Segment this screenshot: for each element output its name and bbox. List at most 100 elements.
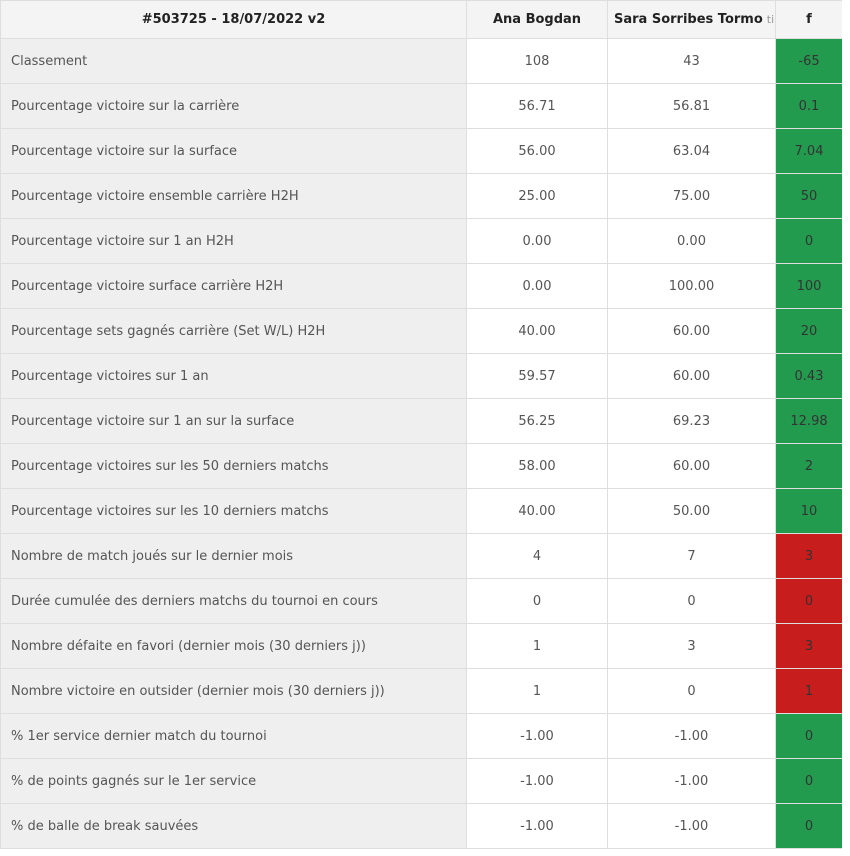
player2-name: Sara Sorribes Tormo [614, 12, 763, 27]
table-row: Pourcentage victoire sur la surface 56.00… [0, 128, 843, 174]
player1-value: 25.00 [466, 173, 608, 219]
player1-value: 40.00 [466, 308, 608, 354]
player2-value: 60.00 [607, 353, 776, 399]
row-label: Pourcentage victoire sur la surface [0, 128, 467, 174]
player2-value: 50.00 [607, 488, 776, 534]
player1-value: 0.00 [466, 263, 608, 309]
diff-value: 1 [775, 668, 843, 714]
row-label: Pourcentage victoires sur 1 an [0, 353, 467, 399]
row-label: Pourcentage victoires sur les 10 dernier… [0, 488, 467, 534]
table-row: Pourcentage victoires sur les 10 dernier… [0, 488, 843, 534]
row-label: % 1er service dernier match du tournoi [0, 713, 467, 759]
row-label: Classement [0, 38, 467, 84]
table-row: Pourcentage victoires sur les 50 dernier… [0, 443, 843, 489]
diff-value: 0.43 [775, 353, 843, 399]
table-row: Pourcentage victoire ensemble carrière H… [0, 173, 843, 219]
player2-value: 0 [607, 578, 776, 624]
player1-value: 56.00 [466, 128, 608, 174]
row-label: Pourcentage victoire sur 1 an sur la sur… [0, 398, 467, 444]
table-row: Pourcentage victoire sur la carrière 56.7… [0, 83, 843, 129]
player1-value: 0.00 [466, 218, 608, 264]
player1-value: 58.00 [466, 443, 608, 489]
player2-value: 60.00 [607, 308, 776, 354]
row-label: Pourcentage victoire sur la carrière [0, 83, 467, 129]
player2-value: -1.00 [607, 758, 776, 804]
player2-value: 69.23 [607, 398, 776, 444]
player1-value: 108 [466, 38, 608, 84]
player1-value: 59.57 [466, 353, 608, 399]
player2-header: Sara Sorribes Tormo ti [607, 0, 776, 39]
table-row: Pourcentage victoire sur 1 an H2H 0.00 0.0… [0, 218, 843, 264]
row-label: Nombre victoire en outsider (dernier moi… [0, 668, 467, 714]
player2-value: 0 [607, 668, 776, 714]
player2-value: 0.00 [607, 218, 776, 264]
row-label: Nombre défaite en favori (dernier mois (… [0, 623, 467, 669]
diff-value: 7.04 [775, 128, 843, 174]
player1-value: -1.00 [466, 713, 608, 759]
table-row: Nombre victoire en outsider (dernier moi… [0, 668, 843, 714]
row-label: Pourcentage victoire sur 1 an H2H [0, 218, 467, 264]
table-row: Nombre de match joués sur le dernier moi… [0, 533, 843, 579]
player2-value: -1.00 [607, 803, 776, 849]
diff-value: 20 [775, 308, 843, 354]
player2-value: 75.00 [607, 173, 776, 219]
player1-value: 0 [466, 578, 608, 624]
player2-value: 43 [607, 38, 776, 84]
row-label: Durée cumulée des derniers matchs du tou… [0, 578, 467, 624]
player1-value: 56.71 [466, 83, 608, 129]
table-row: Pourcentage victoire sur 1 an sur la sur… [0, 398, 843, 444]
player2-value: 7 [607, 533, 776, 579]
player1-value: 1 [466, 623, 608, 669]
player1-value: 1 [466, 668, 608, 714]
diff-value: 0 [775, 218, 843, 264]
scrollbar-gutter [842, 0, 850, 856]
row-label: % de balle de break sauvées [0, 803, 467, 849]
player1-value: -1.00 [466, 758, 608, 804]
player2-value: 60.00 [607, 443, 776, 489]
diff-value: 2 [775, 443, 843, 489]
diff-value: 0 [775, 758, 843, 804]
diff-value: 50 [775, 173, 843, 219]
player2-value: -1.00 [607, 713, 776, 759]
player2-value: 63.04 [607, 128, 776, 174]
table-row: Pourcentage victoire surface carrière H2… [0, 263, 843, 309]
table-row: Durée cumulée des derniers matchs du tou… [0, 578, 843, 624]
diff-value: 3 [775, 623, 843, 669]
player2-value: 3 [607, 623, 776, 669]
header-row: #503725 - 18/07/2022 v2 Ana Bogdan Sara … [0, 0, 843, 39]
diff-value: 0 [775, 713, 843, 759]
player2-suffix: ti [766, 13, 775, 26]
player1-value: 4 [466, 533, 608, 579]
player2-value: 56.81 [607, 83, 776, 129]
row-label: Pourcentage victoire ensemble carrière H… [0, 173, 467, 219]
row-label: Pourcentage victoires sur les 50 dernier… [0, 443, 467, 489]
diff-value: 0 [775, 578, 843, 624]
table-row: Classement 108 43 -65 [0, 38, 843, 84]
player1-value: -1.00 [466, 803, 608, 849]
table-row: Pourcentage sets gagnés carrière (Set W/… [0, 308, 843, 354]
row-label: Nombre de match joués sur le dernier moi… [0, 533, 467, 579]
diff-value: 0 [775, 803, 843, 849]
table-row: % de points gagnés sur le 1er service -1.… [0, 758, 843, 804]
row-label: Pourcentage victoire surface carrière H2… [0, 263, 467, 309]
table-row: % 1er service dernier match du tournoi -1… [0, 713, 843, 759]
player1-value: 56.25 [466, 398, 608, 444]
table-row: % de balle de break sauvées -1.00 -1.00 0 [0, 803, 843, 849]
diff-value: 100 [775, 263, 843, 309]
table-body: Classement 108 43 -65 Pourcentage victoire s… [0, 38, 843, 849]
table-row: Pourcentage victoires sur 1 an 59.57 60.00… [0, 353, 843, 399]
diff-value: 3 [775, 533, 843, 579]
diff-value: 0.1 [775, 83, 843, 129]
player2-value: 100.00 [607, 263, 776, 309]
row-label: % de points gagnés sur le 1er service [0, 758, 467, 804]
diff-value: 12.98 [775, 398, 843, 444]
diff-value: -65 [775, 38, 843, 84]
row-label: Pourcentage sets gagnés carrière (Set W/… [0, 308, 467, 354]
diff-header: f [775, 0, 843, 39]
player1-value: 40.00 [466, 488, 608, 534]
table-row: Nombre défaite en favori (dernier mois (… [0, 623, 843, 669]
diff-value: 10 [775, 488, 843, 534]
player1-header: Ana Bogdan [466, 0, 608, 39]
match-title: #503725 - 18/07/2022 v2 [0, 0, 467, 39]
